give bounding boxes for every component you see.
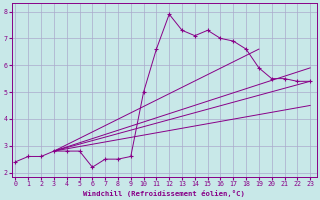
X-axis label: Windchill (Refroidissement éolien,°C): Windchill (Refroidissement éolien,°C)	[83, 190, 245, 197]
